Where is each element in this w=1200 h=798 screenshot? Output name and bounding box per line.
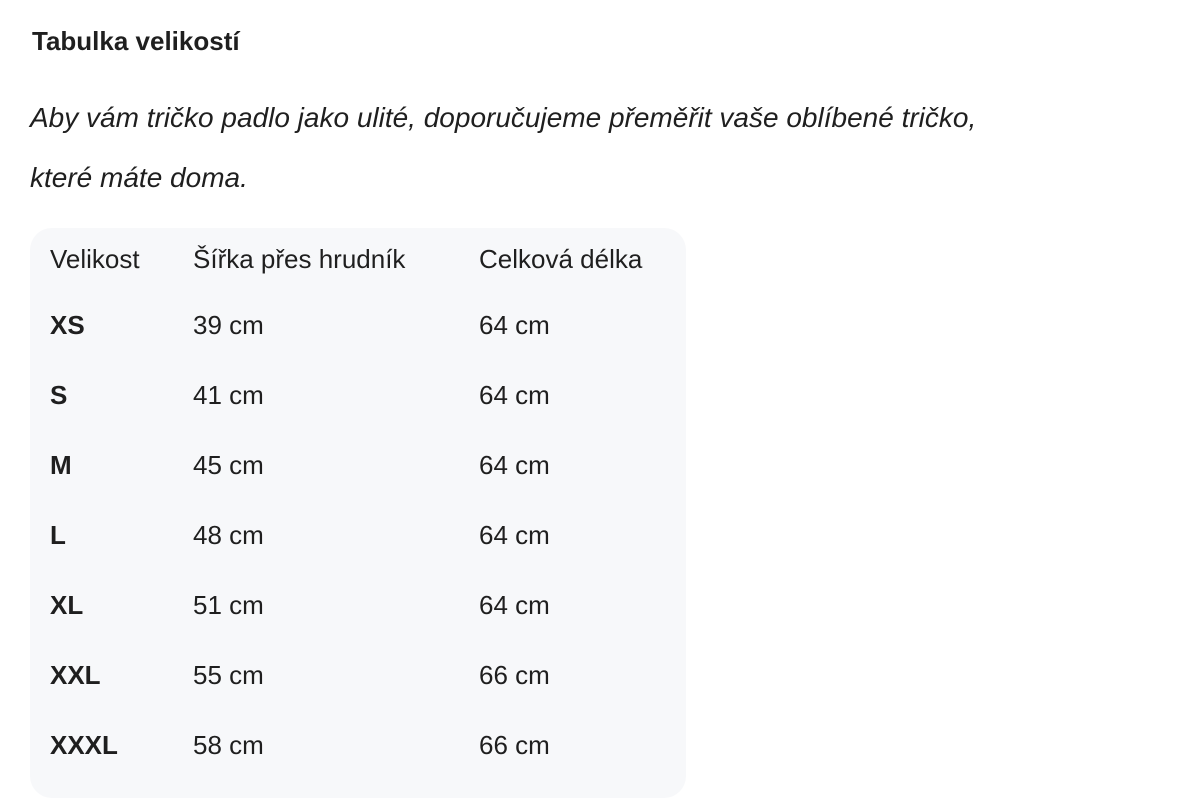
cell-chest-width: 39 cm <box>193 309 264 340</box>
table-row: XS 39 cm 64 cm <box>50 290 679 360</box>
table-row: XXL 55 cm 66 cm <box>50 640 679 710</box>
cell-total-length: 66 cm <box>479 729 550 760</box>
size-table: Velikost Šířka přes hrudník Celková délk… <box>50 228 679 780</box>
cell-total-length: 66 cm <box>479 659 550 690</box>
cell-chest-width: 55 cm <box>193 659 264 690</box>
page-title: Tabulka velikostí <box>32 26 240 56</box>
cell-size: S <box>50 379 68 410</box>
table-header-row: Velikost Šířka přes hrudník Celková délk… <box>50 228 679 290</box>
table-row: XL 51 cm 64 cm <box>50 570 679 640</box>
cell-size: L <box>50 519 66 550</box>
cell-total-length: 64 cm <box>479 379 550 410</box>
cell-size: M <box>50 449 72 480</box>
cell-total-length: 64 cm <box>479 589 550 620</box>
cell-chest-width: 48 cm <box>193 519 264 550</box>
table-row: S 41 cm 64 cm <box>50 360 679 430</box>
table-row: M 45 cm 64 cm <box>50 430 679 500</box>
cell-size: XXL <box>50 659 101 690</box>
cell-chest-width: 41 cm <box>193 379 264 410</box>
table-row: L 48 cm 64 cm <box>50 500 679 570</box>
intro-text: Aby vám tričko padlo jako ulité, doporuč… <box>30 88 1200 208</box>
size-table-card: Velikost Šířka přes hrudník Celková délk… <box>30 228 686 798</box>
header-size: Velikost <box>50 243 140 274</box>
cell-total-length: 64 cm <box>479 449 550 480</box>
cell-chest-width: 51 cm <box>193 589 264 620</box>
cell-chest-width: 45 cm <box>193 449 264 480</box>
table-row: XXXL 58 cm 66 cm <box>50 710 679 780</box>
cell-total-length: 64 cm <box>479 309 550 340</box>
cell-chest-width: 58 cm <box>193 729 264 760</box>
header-chest-width: Šířka přes hrudník <box>193 243 406 274</box>
intro-line: které máte doma. <box>30 162 248 193</box>
header-total-length: Celková délka <box>479 243 643 274</box>
cell-size: XS <box>50 309 85 340</box>
cell-total-length: 64 cm <box>479 519 550 550</box>
cell-size: XXXL <box>50 729 118 760</box>
intro-line: Aby vám tričko padlo jako ulité, doporuč… <box>30 102 977 133</box>
cell-size: XL <box>50 589 84 620</box>
